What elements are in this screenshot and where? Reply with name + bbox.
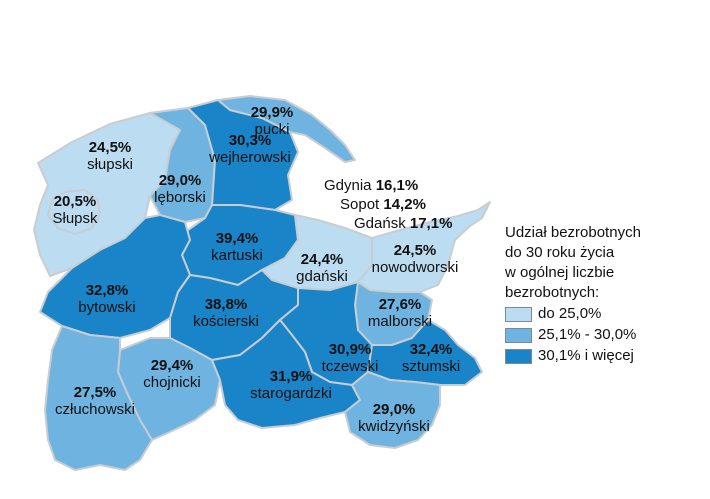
label-sztumski: 32,4% sztumski [401, 341, 461, 375]
city-sopot: Sopot 14,2% [340, 196, 426, 213]
legend: Udział bezrobotnych do 30 roku życia w o… [505, 223, 641, 366]
label-kwidzynski: 29,0% kwidzyński [358, 401, 430, 435]
label-tczewski: 30,9% tczewski [321, 341, 379, 375]
label-koscierski: 38,8% kościerski [193, 296, 259, 330]
city-gdansk: Gdańsk 17,1% [354, 215, 453, 232]
label-starogardzki: 31,9% starogardzki [250, 368, 332, 402]
label-kartuski: 39,4% kartuski [211, 230, 263, 264]
legend-swatch-mid [505, 327, 532, 343]
label-slupsk: 20,5% Słupsk [52, 193, 98, 227]
legend-item-low: do 25,0% [505, 304, 641, 324]
label-czluchowski: 27,5% człuchowski [54, 384, 136, 418]
label-pucki: 29,9% pucki [250, 104, 294, 138]
label-chojnicki: 29,4% chojnicki [143, 357, 201, 391]
region-pucki [217, 95, 356, 163]
legend-label-low: do 25,0% [538, 305, 602, 322]
legend-item-mid: 25,1% - 30,0% [505, 325, 641, 345]
legend-label-mid: 25,1% - 30,0% [538, 326, 637, 343]
label-nowodworski: 24,5% nowodworski [371, 242, 459, 276]
label-bytowski: 32,8% bytowski [78, 282, 136, 316]
label-wejherowski: 30,3% wejherowski [209, 132, 291, 166]
region-czluchowski [44, 325, 153, 471]
legend-label-high: 30,1% i więcej [538, 347, 634, 364]
region-kwidzynski [344, 371, 441, 449]
label-malborski: 27,6% malborski [367, 296, 433, 330]
region-slupsk [47, 189, 101, 235]
legend-swatch-low [505, 306, 532, 322]
label-slupski: 24,5% słupski [87, 139, 133, 173]
legend-swatch-high [505, 348, 532, 364]
legend-title: Udział bezrobotnych do 30 roku życia w o… [505, 224, 641, 301]
legend-item-high: 30,1% i więcej [505, 346, 641, 366]
city-list: Gdynia 16,1% Sopot 14,2% Gdańsk 17,1% [322, 176, 452, 233]
label-gdanski: 24,4% gdański [296, 251, 348, 285]
label-leborski: 29,0% lęborski [154, 172, 206, 206]
city-gdynia: Gdynia 16,1% [324, 177, 419, 194]
